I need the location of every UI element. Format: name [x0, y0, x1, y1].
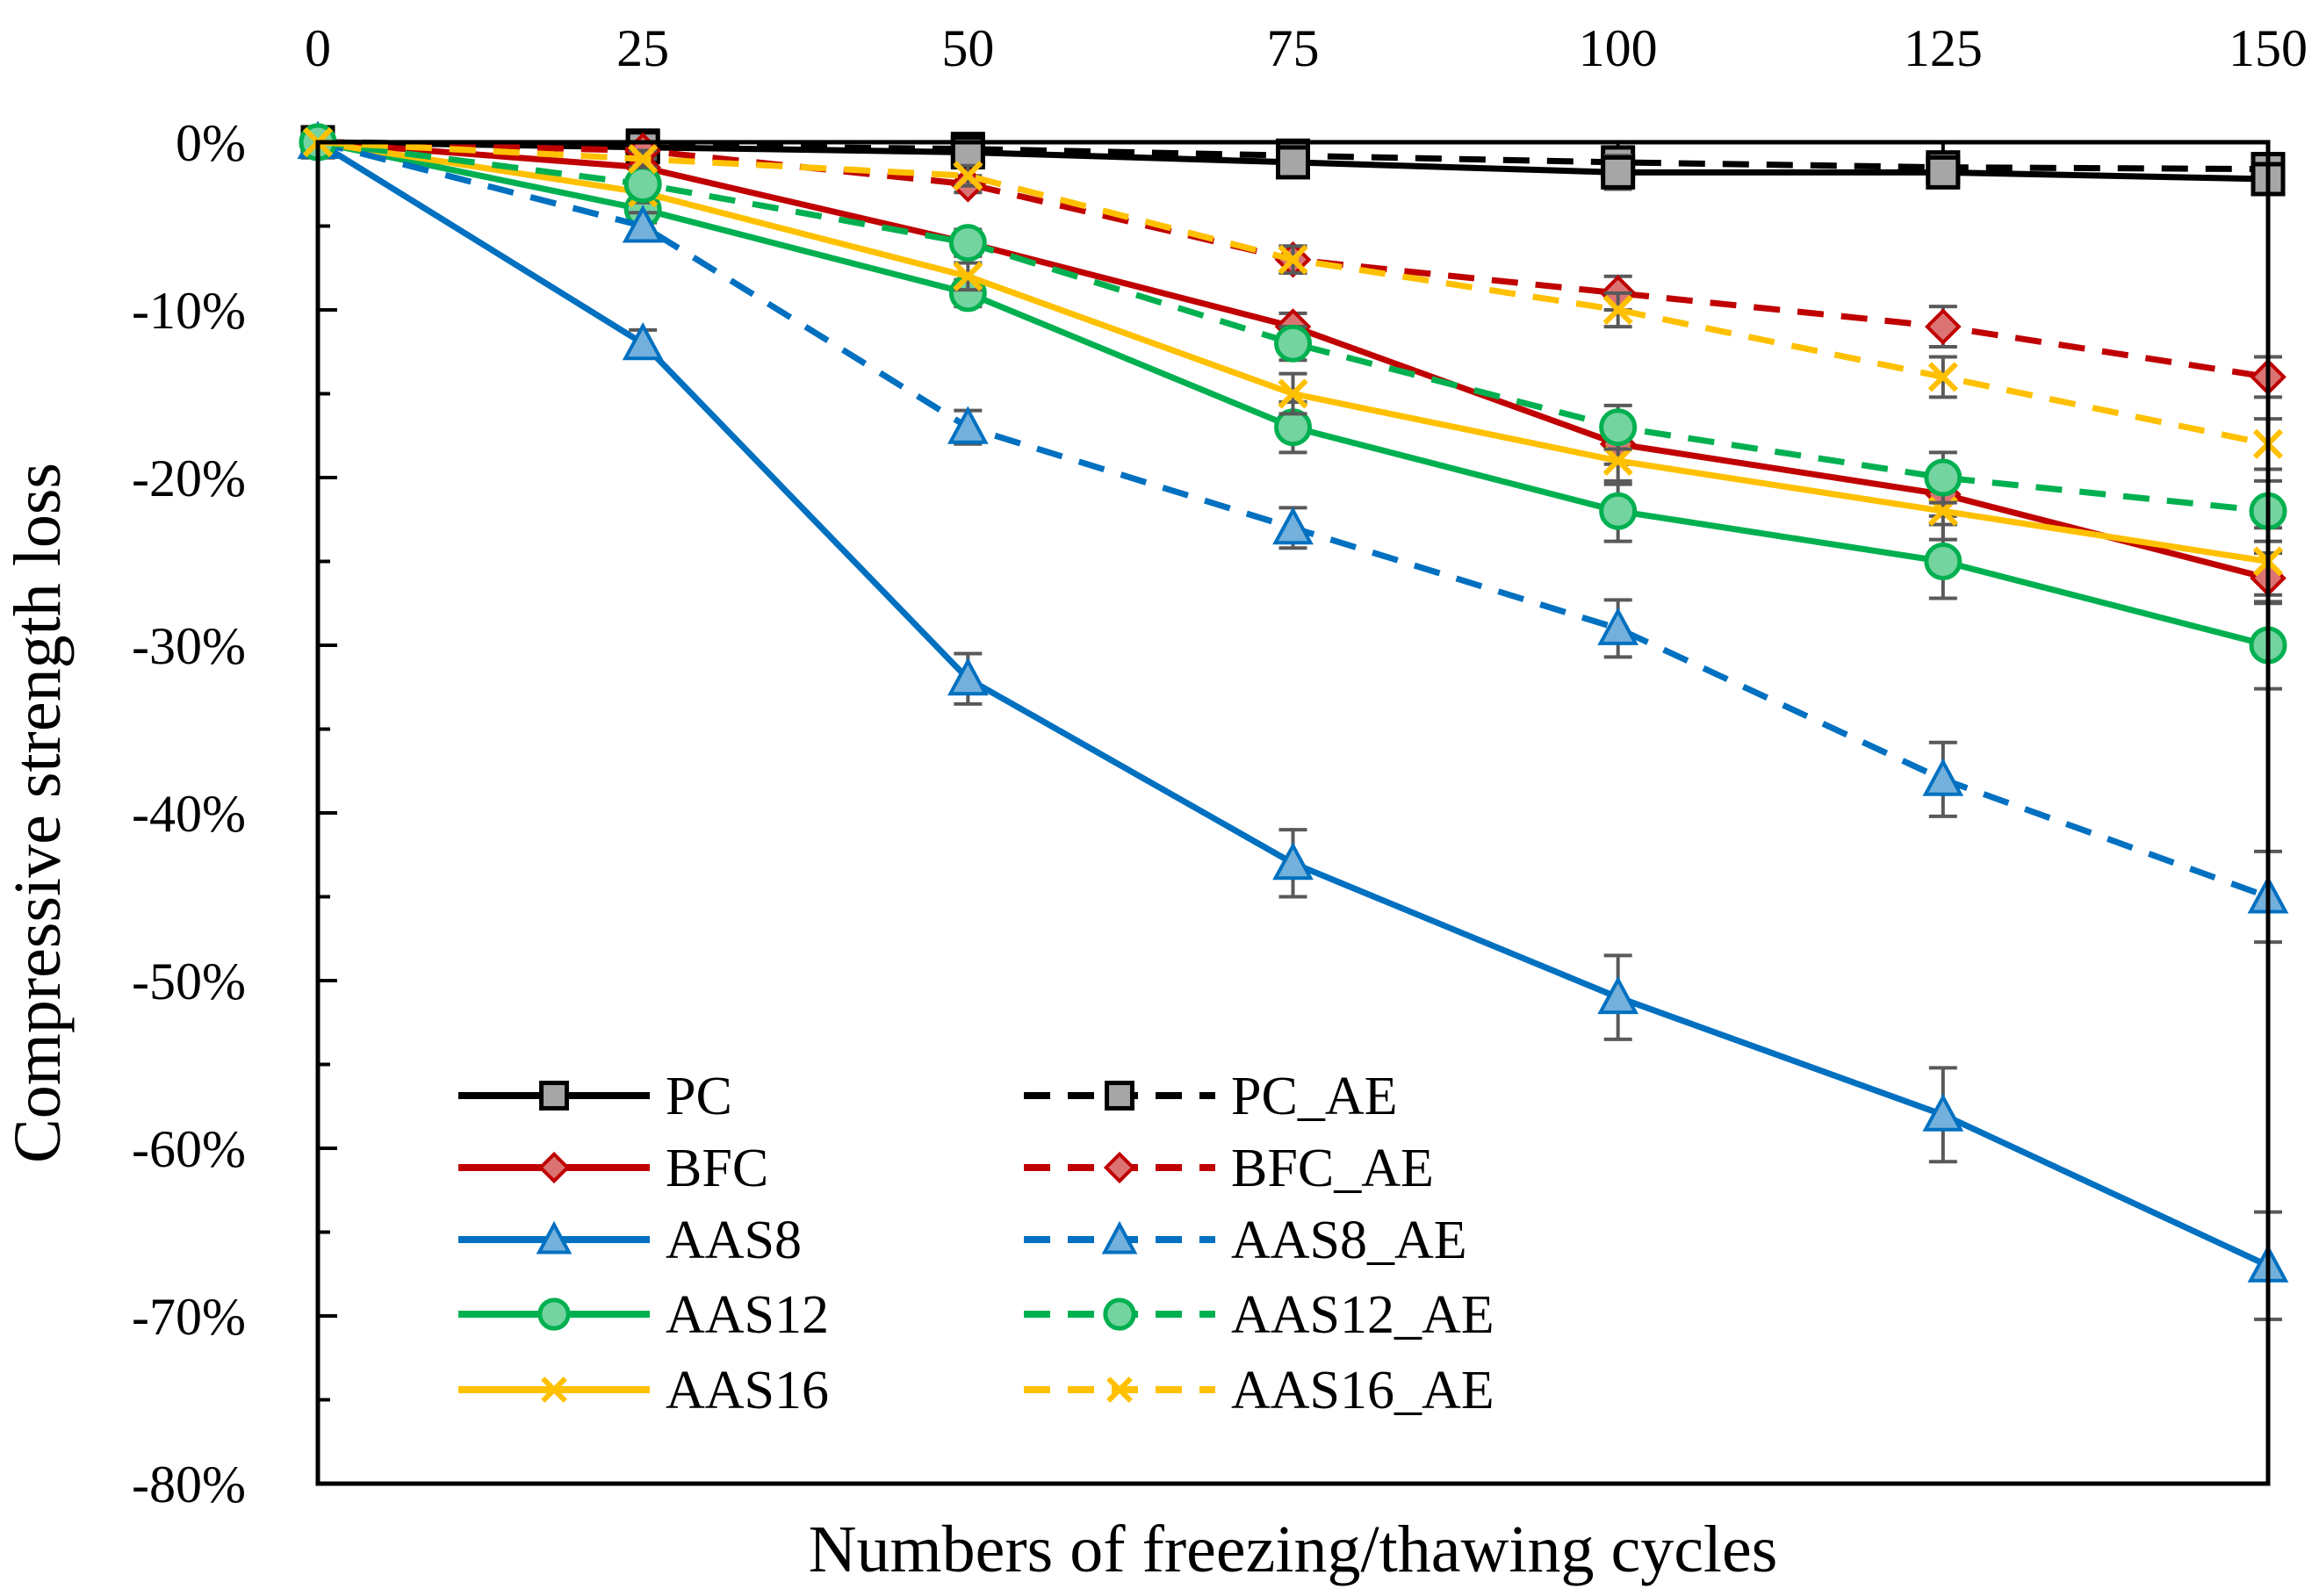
data-point	[947, 406, 989, 444]
legend-label: AAS8_AE	[1231, 1211, 1467, 1270]
y-tick-label: -60%	[132, 1120, 246, 1178]
data-point	[622, 321, 664, 361]
legend-marker	[1101, 1220, 1138, 1255]
data-point	[628, 143, 659, 175]
data-point	[953, 161, 983, 191]
series-aas8-ae	[297, 120, 2289, 945]
data-point	[1922, 758, 1964, 796]
y-axis-title: Compressive strength loss	[1, 463, 75, 1163]
data-point	[1927, 362, 1958, 392]
data-point	[1924, 543, 1963, 580]
data-point	[1272, 842, 1314, 881]
data-point	[1924, 458, 1963, 497]
data-point	[622, 205, 664, 243]
x-tick-label: 100	[1579, 19, 1658, 77]
y-tick-label: -50%	[132, 953, 246, 1010]
data-point	[1599, 492, 1638, 530]
y-tick-label: -30%	[132, 617, 246, 675]
legend-marker	[539, 1081, 569, 1111]
legend-item-aas8: AAS8	[458, 1211, 802, 1270]
legend-label: PC	[666, 1067, 732, 1126]
data-point	[1925, 308, 1962, 345]
x-tick-label: 0	[305, 19, 331, 77]
series-aas12-ae	[299, 123, 2287, 543]
legend-item-aas12: AAS12	[458, 1285, 829, 1345]
data-point	[953, 261, 983, 291]
data-point	[1602, 445, 1633, 477]
legend-item-bfc: BFC	[458, 1139, 768, 1198]
data-point	[1272, 507, 1314, 545]
y-axis-ticks: 0% -10% -20% -30% -40% -50% -60% -70% -80%	[132, 114, 337, 1513]
x-axis-title: Numbers of freezing/thawing cycles	[809, 1513, 1778, 1586]
legend-label: AAS12	[666, 1285, 829, 1345]
data-point	[1601, 155, 1636, 190]
legend-label: AAS8	[666, 1211, 802, 1270]
legend-marker	[1103, 1151, 1136, 1184]
plot-area	[297, 120, 2289, 1321]
legend-label: BFC	[666, 1139, 768, 1198]
legend-marker	[536, 1220, 573, 1255]
legend-item-aas16: AAS16	[458, 1361, 829, 1420]
legend-label: BFC_AE	[1231, 1139, 1434, 1198]
data-point	[1926, 155, 1961, 190]
legend-marker	[537, 1151, 571, 1184]
data-point	[1597, 607, 1639, 645]
legend-item-pc-ae: PC_AE	[1024, 1067, 1397, 1126]
data-point	[1274, 324, 1312, 363]
y-tick-label: -80%	[132, 1456, 246, 1513]
legend-label: PC_AE	[1231, 1067, 1397, 1126]
legend-marker	[1106, 1377, 1133, 1403]
data-point	[1276, 145, 1310, 180]
legend-item-pc: PC	[458, 1067, 732, 1126]
x-tick-label: 125	[1904, 19, 1983, 77]
x-axis-ticks: 0 25 50 75 100 125 150	[305, 19, 2308, 160]
y-tick-label: 0%	[176, 114, 246, 172]
legend-item-aas16-ae: AAS16_AE	[1024, 1361, 1494, 1420]
y-tick-label: -10%	[132, 282, 246, 340]
data-point	[948, 224, 987, 262]
data-point	[1278, 378, 1308, 409]
legend-marker	[1103, 1298, 1136, 1331]
data-point	[1597, 975, 1639, 1015]
x-tick-label: 50	[941, 19, 994, 77]
y-tick-label: -20%	[132, 449, 246, 507]
series-aas8	[297, 120, 2289, 1321]
legend-label: AAS16	[666, 1361, 829, 1420]
data-point	[1599, 408, 1638, 447]
legend-label: AAS12_AE	[1231, 1285, 1494, 1345]
legend-item-aas8-ae: AAS8_AE	[1024, 1211, 1467, 1270]
legend-marker	[537, 1298, 571, 1331]
x-tick-label: 25	[616, 19, 669, 77]
legend-item-bfc-ae: BFC_AE	[1024, 1139, 1434, 1198]
x-tick-label: 150	[2229, 19, 2308, 77]
legend-item-aas12-ae: AAS12_AE	[1024, 1285, 1494, 1345]
data-point	[1602, 294, 1633, 326]
y-tick-label: -40%	[132, 785, 246, 843]
data-point	[1922, 1093, 1964, 1132]
legend-label: AAS16_AE	[1231, 1361, 1494, 1420]
legend-marker	[1105, 1081, 1134, 1111]
legend: PC BFC AAS8 AAS12 AAS16 PC_AE BFC_AE AAS8_AE AAS…	[458, 1067, 1494, 1420]
data-point	[947, 657, 989, 696]
x-tick-label: 75	[1267, 19, 1320, 77]
legend-marker	[541, 1377, 567, 1403]
series-aas16-ae	[302, 126, 2284, 471]
y-tick-label: -70%	[132, 1288, 246, 1346]
plot-frame	[315, 140, 2271, 1486]
data-point	[1278, 244, 1308, 275]
